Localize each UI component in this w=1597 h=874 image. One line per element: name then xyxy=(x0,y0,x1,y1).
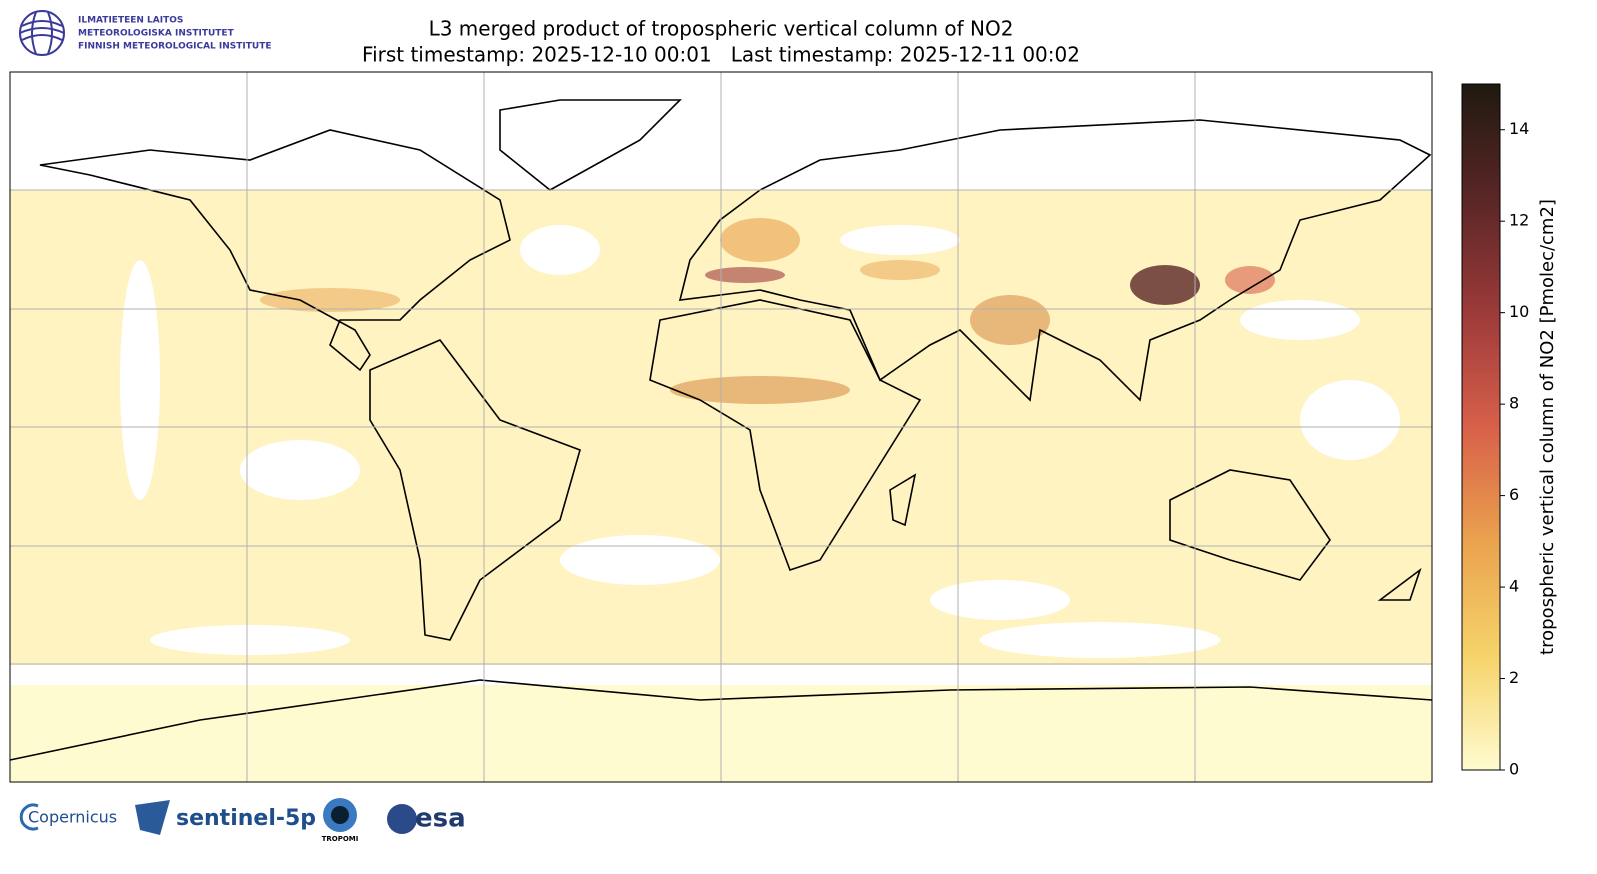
logo-text: sentinel-5p xyxy=(176,806,316,831)
map xyxy=(9,71,1433,783)
subtitle: First timestamp: 2025-12-10 00:01 Last t… xyxy=(362,43,1080,67)
institute-line: FINNISH METEOROLOGICAL INSTITUTE xyxy=(78,42,272,52)
logo-text: esa xyxy=(415,804,466,834)
map-frame xyxy=(9,71,1433,783)
institute-line: ILMATIETEEN LAITOS xyxy=(78,16,183,26)
colorbar-tick-label: 14 xyxy=(1509,119,1529,138)
logo-text: TROPOMI xyxy=(322,835,359,843)
colorbar-tick-label: 0 xyxy=(1509,760,1519,779)
institute-line: METEOROLOGISKA INSTITUTET xyxy=(78,29,235,39)
graticule xyxy=(10,72,1432,782)
colorbar-tick-label: 2 xyxy=(1509,668,1519,687)
footer-logos: Copernicus sentinel-5p TROPOMI esa xyxy=(19,798,466,843)
logo-text: Copernicus xyxy=(28,808,117,827)
coastlines xyxy=(9,99,1433,761)
cloud-gaps xyxy=(120,225,1400,658)
colorbar-tick-label: 12 xyxy=(1509,211,1529,230)
no2-hotspots xyxy=(260,218,1275,404)
colorbar-tick-label: 6 xyxy=(1509,485,1519,504)
colorbar-tick-label: 4 xyxy=(1509,577,1519,596)
colorbar-tick-label: 10 xyxy=(1509,302,1529,321)
colorbar: tropospheric vertical column of NO2 [Pmo… xyxy=(1461,83,1558,779)
colorbar-tick-label: 8 xyxy=(1509,394,1519,413)
title: L3 merged product of tropospheric vertic… xyxy=(429,17,1014,41)
colorbar-ramp xyxy=(1461,83,1501,771)
colorbar-label: tropospheric vertical column of NO2 [Pmo… xyxy=(1537,199,1558,655)
fmi-logo: ILMATIETEEN LAITOS METEOROLOGISKA INSTIT… xyxy=(19,10,272,56)
